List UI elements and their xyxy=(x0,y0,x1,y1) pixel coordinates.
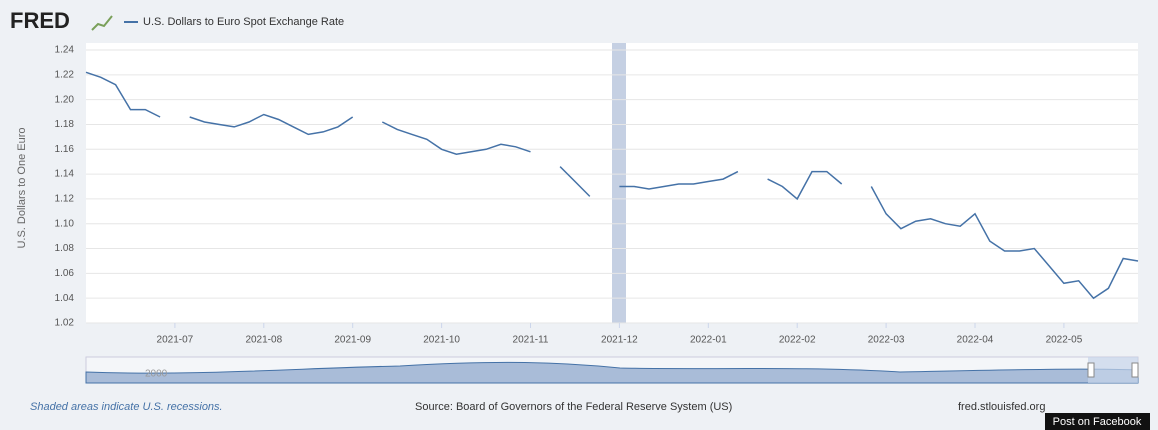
logo-icon xyxy=(91,15,113,31)
x-tick-label: 2022-02 xyxy=(779,335,816,346)
navigator-area xyxy=(85,361,1139,384)
x-tick-label: 2021-11 xyxy=(513,335,549,346)
footer-source: Source: Board of Governors of the Federa… xyxy=(415,401,732,413)
y-tick-label: 1.18 xyxy=(55,119,75,130)
navigator-handle[interactable] xyxy=(1131,362,1139,378)
y-tick-label: 1.04 xyxy=(55,293,75,304)
y-tick-label: 1.14 xyxy=(55,169,75,180)
y-tick-label: 1.06 xyxy=(55,268,75,279)
tooltip: Post on Facebook xyxy=(1053,416,1142,428)
y-tick-label: 1.08 xyxy=(55,243,75,254)
x-tick-label: 2022-03 xyxy=(868,335,905,346)
x-tick-label: 2021-07 xyxy=(157,335,194,346)
footer-site[interactable]: fred.stlouisfed.org xyxy=(958,401,1045,413)
logo: FRED xyxy=(10,8,70,33)
x-tick-label: 2022-04 xyxy=(957,335,994,346)
navigator-handle[interactable] xyxy=(1087,362,1095,378)
y-tick-label: 1.24 xyxy=(55,45,75,56)
y-tick-label: 1.22 xyxy=(55,69,75,80)
legend-label: U.S. Dollars to Euro Spot Exchange Rate xyxy=(143,16,344,28)
y-tick-label: 1.16 xyxy=(55,144,75,155)
x-tick-label: 2022-01 xyxy=(690,335,727,346)
y-tick-label: 1.12 xyxy=(55,194,75,205)
footer-note[interactable]: Shaded areas indicate U.S. recessions. xyxy=(30,401,223,413)
x-tick-label: 2021-09 xyxy=(334,335,371,346)
x-tick-label: 2021-12 xyxy=(601,335,638,346)
tooltip-box xyxy=(1045,413,1150,430)
series-line xyxy=(85,71,1139,300)
navigator-window[interactable] xyxy=(1088,357,1138,383)
y-axis-label: U.S. Dollars to One Euro xyxy=(16,127,28,248)
y-tick-label: 1.02 xyxy=(55,318,75,329)
y-tick-label: 1.10 xyxy=(55,218,75,229)
y-tick-label: 1.20 xyxy=(55,94,75,105)
recession-band xyxy=(612,43,626,323)
x-tick-label: 2022-05 xyxy=(1046,335,1083,346)
x-tick-label: 2021-10 xyxy=(423,335,460,346)
navigator-label: 2000 xyxy=(145,369,168,380)
x-tick-label: 2021-08 xyxy=(245,335,282,346)
